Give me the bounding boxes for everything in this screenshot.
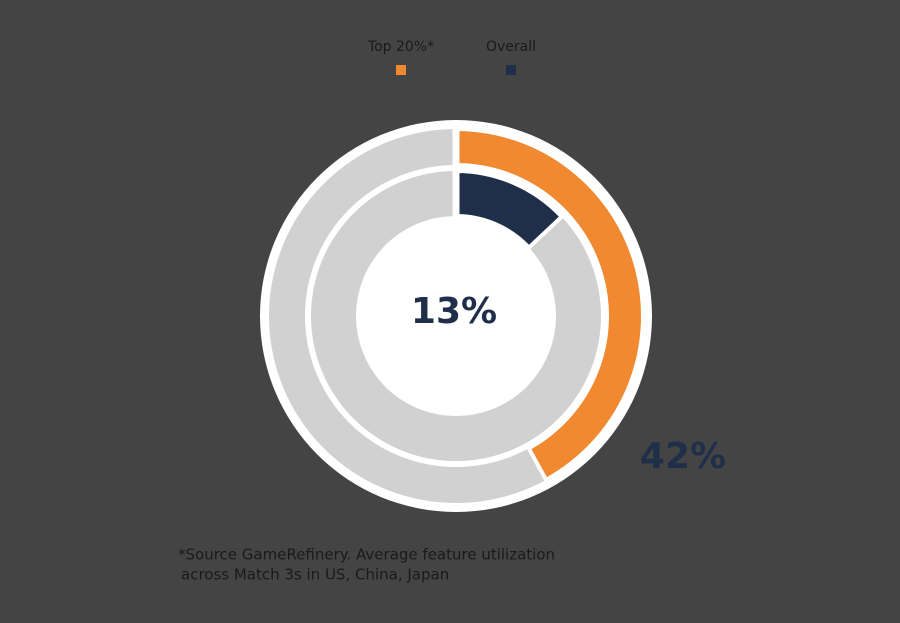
legend-label: Top 20%* — [367, 39, 434, 55]
value-label: 13% — [411, 291, 497, 332]
legend-swatch — [396, 65, 406, 75]
legend-swatch — [506, 65, 516, 75]
footnote: across Match 3s in US, China, Japan — [181, 566, 449, 584]
donut-segment — [454, 168, 565, 251]
footnote: *Source GameRefinery. Average feature ut… — [178, 546, 555, 564]
legend-label: Overall — [486, 39, 536, 55]
value-label: 42% — [640, 436, 726, 477]
donut-segment — [454, 126, 645, 483]
